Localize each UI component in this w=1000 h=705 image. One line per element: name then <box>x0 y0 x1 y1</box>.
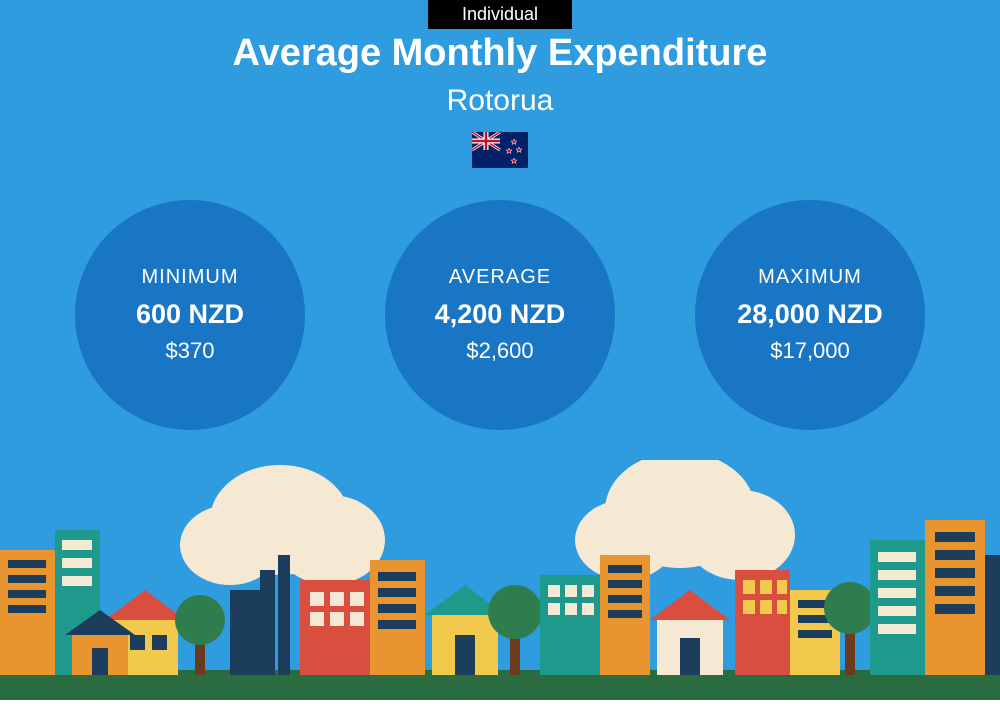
stats-row: MINIMUM 600 NZD $370 AVERAGE 4,200 NZD $… <box>0 200 1000 430</box>
flag-icon <box>472 132 528 168</box>
category-badge: Individual <box>428 0 572 29</box>
stat-label: AVERAGE <box>449 266 551 289</box>
stat-circle-minimum: MINIMUM 600 NZD $370 <box>75 200 305 430</box>
stat-value-main: 4,200 NZD <box>435 299 566 330</box>
page-subtitle: Rotorua <box>0 84 1000 118</box>
stat-value-main: 28,000 NZD <box>737 299 883 330</box>
stat-label: MINIMUM <box>142 266 239 289</box>
stat-circle-maximum: MAXIMUM 28,000 NZD $17,000 <box>695 200 925 430</box>
city-illustration <box>0 460 1000 700</box>
stat-value-sub: $2,600 <box>466 338 533 364</box>
stat-value-sub: $17,000 <box>770 338 850 364</box>
stat-value-sub: $370 <box>166 338 215 364</box>
stat-label: MAXIMUM <box>758 266 862 289</box>
page-title: Average Monthly Expenditure <box>0 32 1000 75</box>
stat-value-main: 600 NZD <box>136 299 244 330</box>
infographic-page: Individual Average Monthly Expenditure R… <box>0 0 1000 700</box>
stat-circle-average: AVERAGE 4,200 NZD $2,600 <box>385 200 615 430</box>
